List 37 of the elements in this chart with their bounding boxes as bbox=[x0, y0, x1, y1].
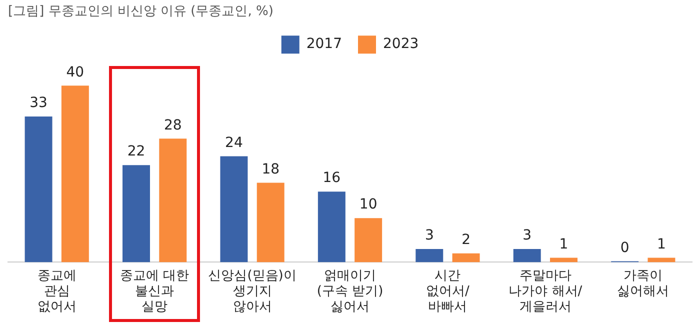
data-label: 3 bbox=[522, 228, 532, 244]
x-tick-label: 주말마다 나가야 해서/ 게을러서 bbox=[508, 268, 583, 315]
x-tick-label: 얽매이기 (구속 받기) 싫어서 bbox=[316, 268, 384, 315]
bar bbox=[122, 165, 150, 262]
bar bbox=[513, 248, 541, 262]
bar bbox=[220, 156, 248, 262]
bar bbox=[416, 248, 444, 262]
data-label: 1 bbox=[657, 236, 666, 252]
data-label: 0 bbox=[620, 240, 630, 256]
data-label: 28 bbox=[164, 117, 182, 134]
bar bbox=[61, 86, 89, 262]
bar bbox=[648, 258, 676, 262]
x-tick-label: 시간 없어서/ 바빠서 bbox=[426, 268, 470, 315]
bar bbox=[550, 258, 578, 262]
x-tick-label: 가족이 싫어해서 bbox=[617, 268, 670, 299]
x-tick-label: 신앙심(믿음)이 생기지 않아서 bbox=[208, 268, 296, 315]
bar bbox=[452, 253, 480, 262]
data-label: 10 bbox=[359, 196, 378, 213]
bar bbox=[159, 138, 187, 262]
legend-label: 2017 bbox=[306, 36, 342, 52]
chart-title: [그림] 무종교인의 비신앙 이유 (무종교인, %) bbox=[8, 4, 274, 20]
bar bbox=[256, 182, 284, 262]
data-label: 1 bbox=[559, 236, 568, 252]
bar bbox=[354, 218, 382, 262]
data-label: 33 bbox=[30, 95, 48, 112]
bar bbox=[318, 192, 346, 262]
x-tick-label: 종교에 관심 없어서 bbox=[37, 268, 76, 315]
data-label: 22 bbox=[127, 144, 146, 160]
data-label: 40 bbox=[66, 64, 84, 80]
data-label: 18 bbox=[262, 161, 280, 178]
data-label: 24 bbox=[225, 134, 243, 151]
data-label: 3 bbox=[424, 228, 434, 244]
data-label: 2 bbox=[462, 232, 470, 248]
data-label: 16 bbox=[322, 170, 341, 186]
legend-label: 2023 bbox=[383, 36, 419, 52]
bar bbox=[24, 116, 52, 262]
x-tick-label: 종교에 대한 불신과 실망 bbox=[120, 268, 190, 315]
